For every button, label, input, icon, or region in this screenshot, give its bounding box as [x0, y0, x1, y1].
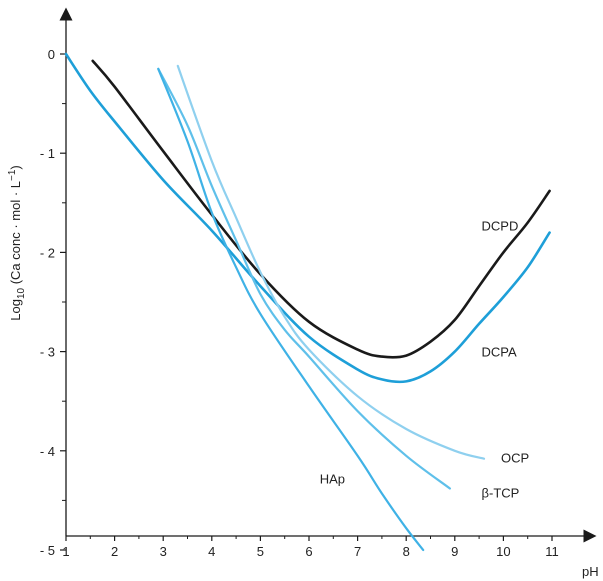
x-tick-label: 4 [208, 544, 215, 559]
curve-labels: DCPD DCPA OCP β-TCP HAp [320, 219, 529, 501]
y-tick-label: - 1 [40, 146, 55, 161]
x-tick-label: 2 [111, 544, 118, 559]
x-axis-label: pH [582, 564, 599, 579]
x-tick-label: 3 [160, 544, 167, 559]
y-tick-label: - 4 [40, 444, 55, 459]
y-tick-label: - 3 [40, 345, 55, 360]
x-tick-label: 1 [62, 544, 69, 559]
curve-ocp [176, 64, 486, 460]
x-tick-label: 8 [403, 544, 410, 559]
y-tick-label: - 2 [40, 245, 55, 260]
axes [59, 7, 597, 543]
curve-dcpd [91, 59, 551, 359]
y-tick-label: 0 [48, 47, 55, 62]
y-axis-label: Log10 (Ca conc · mol · L−1) [7, 165, 27, 321]
curve-label-hap: HAp [320, 472, 345, 487]
x-tick-label: 5 [257, 544, 264, 559]
y-tick-label: - 5 [40, 543, 55, 558]
curve-hap [157, 67, 425, 552]
x-tick-label: 11 [545, 544, 559, 559]
curves [64, 52, 551, 552]
x-tick-label: 6 [305, 544, 312, 559]
x-tick-label: 9 [451, 544, 458, 559]
ticks: 1 2 3 4 5 6 7 8 9 10 11 0 - 1 - 2 - 3 - 4 - 5 [40, 47, 559, 559]
curve-label-ocp: OCP [501, 451, 529, 466]
curve-label-tcp: β-TCP [482, 485, 520, 500]
x-tick-label: 10 [496, 544, 510, 559]
curve-tcp [157, 67, 451, 490]
curve-label-dcpd: DCPD [482, 219, 519, 234]
curve-dcpa [64, 52, 551, 384]
curve-label-dcpa: DCPA [482, 345, 517, 360]
x-tick-label: 7 [354, 544, 361, 559]
